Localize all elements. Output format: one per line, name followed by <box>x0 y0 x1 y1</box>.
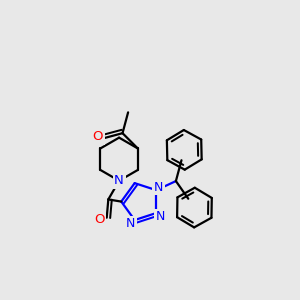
Text: O: O <box>94 213 104 226</box>
Text: N: N <box>114 174 124 187</box>
Text: N: N <box>126 218 136 230</box>
Text: N: N <box>155 210 165 223</box>
Text: N: N <box>154 181 164 194</box>
Text: O: O <box>92 130 103 143</box>
